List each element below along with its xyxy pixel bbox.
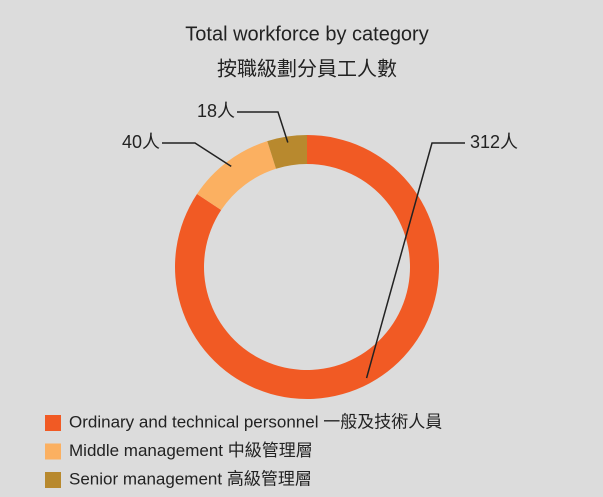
legend-label: Ordinary and technical personnel 一般及技術人員	[69, 412, 442, 431]
data-label: 40人	[122, 132, 160, 152]
legend-swatch	[45, 415, 61, 431]
legend-label: Senior management 高級管理層	[69, 469, 312, 488]
legend-swatch	[45, 443, 61, 460]
donut-segment	[197, 141, 277, 211]
leader-line	[162, 142, 232, 167]
leader-line	[237, 111, 289, 143]
chart-subtitle: 按職級劃分員工人數	[217, 57, 397, 80]
legend-label: Middle management 中級管理層	[69, 441, 313, 460]
data-label: 312人	[470, 132, 518, 152]
data-label: 18人	[197, 101, 235, 121]
chart-title: Total workforce by category	[185, 23, 428, 45]
donut-segment	[267, 135, 307, 169]
legend-swatch	[45, 472, 61, 488]
leader-line	[365, 142, 465, 379]
